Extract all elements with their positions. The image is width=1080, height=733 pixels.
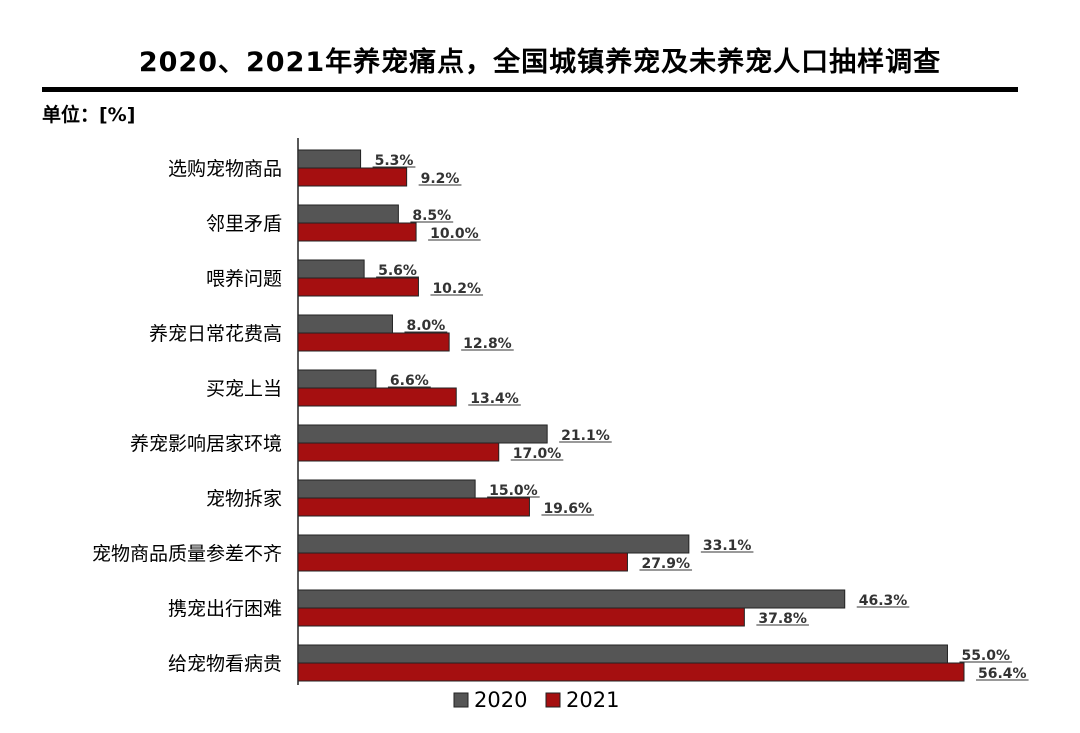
data-label-2020: 5.6% xyxy=(378,263,417,279)
chart-title: 2020、2021年养宠痛点，全国城镇养宠及未养宠人口抽样调查 xyxy=(138,47,942,78)
data-label-2020: 21.1% xyxy=(561,428,610,444)
bar-2021 xyxy=(297,387,457,407)
data-label-2020: 33.1% xyxy=(703,538,752,554)
bar-2021 xyxy=(297,662,965,682)
legend-label-2021: 2021 xyxy=(566,688,619,712)
category-label: 宠物商品质量参差不齐 xyxy=(92,543,282,565)
data-label-2021: 10.2% xyxy=(432,281,481,297)
data-label-2021: 27.9% xyxy=(641,556,690,572)
category-label: 养宠影响居家环境 xyxy=(130,433,282,455)
bar-2020 xyxy=(297,644,948,664)
bar-2021 xyxy=(297,332,450,352)
data-label-2021: 37.8% xyxy=(758,611,807,627)
category-label: 选购宠物商品 xyxy=(168,158,282,180)
bar-2020 xyxy=(297,534,690,554)
bar-2020 xyxy=(297,589,846,609)
category-label: 买宠上当 xyxy=(206,378,282,400)
bar-2020 xyxy=(297,149,362,169)
data-label-2020: 55.0% xyxy=(961,648,1010,664)
bar-2021 xyxy=(297,442,500,462)
legend-swatch-2021 xyxy=(545,692,561,708)
data-label-2020: 15.0% xyxy=(489,483,538,499)
data-label-2021: 12.8% xyxy=(463,336,512,352)
data-label-2021: 9.2% xyxy=(421,171,460,187)
bar-2020 xyxy=(297,424,548,444)
bar-2020 xyxy=(297,369,377,389)
bar-2021 xyxy=(297,497,530,517)
bar-2020 xyxy=(297,259,365,279)
category-label: 邻里矛盾 xyxy=(206,213,282,235)
data-label-2020: 8.0% xyxy=(406,318,445,334)
bar-2020 xyxy=(297,479,476,499)
bar-2021 xyxy=(297,167,408,187)
bar-2020 xyxy=(297,204,399,224)
category-label: 给宠物看病贵 xyxy=(168,653,282,675)
data-label-2021: 56.4% xyxy=(978,666,1027,682)
bar-2021 xyxy=(297,222,417,242)
data-label-2020: 5.3% xyxy=(375,153,414,169)
category-label: 携宠出行困难 xyxy=(168,598,282,620)
legend-swatch-2020 xyxy=(453,692,469,708)
unit-label: 单位：[%] xyxy=(42,104,136,126)
data-label-2021: 17.0% xyxy=(513,446,562,462)
title-rule xyxy=(42,87,1018,92)
bar-2020 xyxy=(297,314,393,334)
data-label-2021: 10.0% xyxy=(430,226,479,242)
legend-label-2020: 2020 xyxy=(474,688,527,712)
bar-2021 xyxy=(297,552,628,572)
bar-2021 xyxy=(297,277,419,297)
data-label-2021: 19.6% xyxy=(543,501,592,517)
bar-2021 xyxy=(297,607,745,627)
category-label: 宠物拆家 xyxy=(206,488,282,510)
data-label-2020: 8.5% xyxy=(412,208,451,224)
data-label-2021: 13.4% xyxy=(470,391,519,407)
category-label: 喂养问题 xyxy=(206,268,282,290)
data-label-2020: 46.3% xyxy=(859,593,908,609)
category-label: 养宠日常花费高 xyxy=(149,323,282,345)
data-label-2020: 6.6% xyxy=(390,373,429,389)
